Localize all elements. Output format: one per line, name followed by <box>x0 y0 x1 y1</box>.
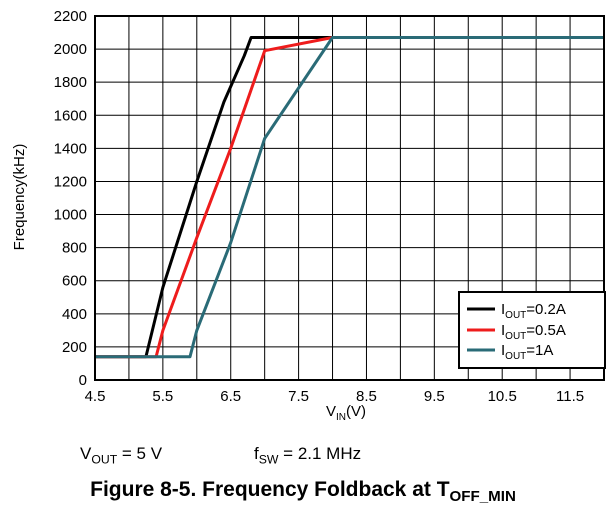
x-tick-label: 6.5 <box>220 388 241 405</box>
figure-caption: Figure 8-5. Frequency Foldback at TOFF_M… <box>90 478 516 506</box>
y-tick-label: 800 <box>62 240 87 257</box>
x-tick-label: 8.5 <box>356 388 377 405</box>
x-tick-label: 7.5 <box>288 388 309 405</box>
y-tick-label: 200 <box>62 339 87 356</box>
series-line-1A <box>95 36 604 359</box>
y-tick-label: 2000 <box>54 41 87 58</box>
legend-label-1: IOUT=0.5A <box>501 322 566 342</box>
series-lines <box>95 36 604 359</box>
x-axis-title: VIN(V) <box>326 403 366 423</box>
legend-label-2: IOUT=1A <box>501 342 553 362</box>
x-tick-label: 5.5 <box>152 388 173 405</box>
x-tick-label: 9.5 <box>424 388 445 405</box>
series-line-0.5A <box>95 36 604 359</box>
y-tick-label: 1800 <box>54 74 87 91</box>
fsw-condition: fSW = 2.1 MHz <box>254 444 362 467</box>
y-tick-label: 400 <box>62 306 87 323</box>
vout-condition: VOUT = 5 V <box>80 444 163 467</box>
legend: IOUT=0.2A IOUT=0.5A IOUT=1A <box>458 291 606 369</box>
x-tick-label: 4.5 <box>85 388 106 405</box>
y-tick-label: 1200 <box>54 173 87 190</box>
legend-label-0: IOUT=0.2A <box>501 301 566 321</box>
y-tick-label: 2200 <box>54 8 87 25</box>
series-line-0.2A <box>95 36 604 359</box>
y-axis-title: Frequency(kHz) <box>11 144 28 251</box>
x-tick-label: 11.5 <box>556 388 584 405</box>
legend-box <box>458 291 606 369</box>
x-tick-label: 10.5 <box>488 388 517 405</box>
y-tick-labels: 0 200 400 600 800 1000 1200 1400 1600 1800 2000 220… <box>54 8 87 389</box>
y-tick-label: 600 <box>62 273 87 290</box>
plot-area <box>94 15 605 381</box>
y-tick-label: 1000 <box>54 207 87 224</box>
y-tick-label: 0 <box>79 372 87 389</box>
frequency-chart: 0 200 400 600 800 1000 1200 1400 1600 1800 2000 220… <box>11 8 606 423</box>
y-tick-label: 1400 <box>54 140 87 157</box>
x-tick-labels: 4.5 5.5 6.5 7.5 8.5 9.5 10.5 11.5 <box>85 388 585 405</box>
y-tick-label: 1600 <box>54 107 87 124</box>
